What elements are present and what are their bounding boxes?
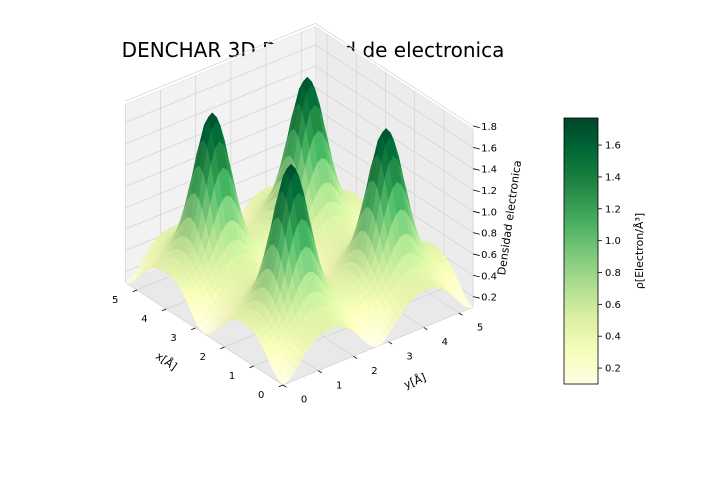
y-tick-mark bbox=[353, 355, 358, 359]
gridline-z bbox=[125, 44, 474, 148]
z-tick-label: 1.6 bbox=[481, 143, 497, 154]
y-tick-mark bbox=[282, 384, 287, 388]
z-tick-label: 1.2 bbox=[481, 186, 497, 197]
y-axis-label: y[Å] bbox=[402, 371, 428, 392]
z-tick-mark bbox=[472, 168, 480, 171]
x-tick-mark bbox=[278, 384, 284, 388]
y-tick-label: 0 bbox=[301, 395, 307, 406]
surface-cell bbox=[279, 378, 288, 386]
x-tick-mark bbox=[132, 289, 138, 293]
z-tick-mark bbox=[472, 210, 480, 214]
x-axis-label: x[Å] bbox=[153, 350, 179, 374]
z-tick-label: 1.8 bbox=[481, 122, 497, 133]
y-tick-label: 3 bbox=[406, 352, 412, 363]
y-tick-mark bbox=[423, 327, 428, 331]
axes-3d: 0 1 2 3 4 5 0 1 2 3 4 5 0.2 0.4 0.6 0.8 1.0 1.2 1.4 1.6 1.8 x… bbox=[112, 23, 524, 406]
x-tick-label: 3 bbox=[170, 333, 176, 344]
z-tick-label: 0.4 bbox=[481, 271, 497, 282]
x-tick-label: 0 bbox=[258, 390, 264, 401]
z-tick-mark bbox=[472, 274, 480, 278]
x-tick-mark bbox=[220, 346, 225, 350]
z-tick-label: 0.6 bbox=[481, 250, 497, 261]
x-tick-label: 5 bbox=[112, 295, 118, 306]
z-tick-label: 1.4 bbox=[481, 165, 497, 176]
y-tick-label: 4 bbox=[442, 337, 448, 348]
colorbar-gradient bbox=[563, 117, 599, 385]
y-tick-label: 1 bbox=[336, 380, 342, 391]
colorbar-tick-label: 0.2 bbox=[605, 364, 621, 375]
y-tick-mark bbox=[317, 370, 322, 374]
x-tick-mark bbox=[191, 327, 196, 331]
x-tick-label: 1 bbox=[229, 371, 235, 382]
y-tick-mark bbox=[388, 341, 393, 345]
gridline-z bbox=[125, 87, 474, 191]
x-tick-mark bbox=[161, 308, 167, 312]
z-axis-label: Densidad electronica bbox=[495, 159, 524, 276]
z-tick-mark bbox=[472, 125, 480, 129]
x-tick-label: 2 bbox=[200, 352, 206, 363]
x-tick-label: 4 bbox=[141, 314, 147, 325]
y-tick-mark bbox=[458, 312, 463, 316]
colorbar-tick-label: 1.6 bbox=[605, 141, 621, 152]
colorbar-tick-label: 1.0 bbox=[605, 236, 621, 247]
y-tick-label: 2 bbox=[371, 366, 377, 377]
gridline-z bbox=[125, 23, 474, 127]
x-tick-mark bbox=[249, 365, 254, 369]
z-tick-mark bbox=[472, 253, 480, 256]
y-tick-label: 5 bbox=[477, 323, 483, 334]
z-tick-mark bbox=[472, 189, 480, 192]
density-surface bbox=[124, 76, 474, 386]
colorbar: 0.2 0.4 0.6 0.8 1.0 1.2 1.4 1.6 ρ[Electron/Å³] bbox=[563, 117, 646, 385]
z-tick-mark bbox=[472, 232, 480, 235]
colorbar-tick-label: 1.4 bbox=[605, 172, 621, 183]
z-tick-label: 0.2 bbox=[481, 293, 497, 304]
colorbar-tick-label: 0.4 bbox=[605, 332, 621, 343]
colorbar-tick-label: 1.2 bbox=[605, 204, 621, 215]
colorbar-tick-label: 0.6 bbox=[605, 300, 621, 311]
colorbar-label: ρ[Electron/Å³] bbox=[633, 213, 646, 289]
z-tick-label: 1.0 bbox=[481, 207, 497, 218]
colorbar-tick-label: 0.8 bbox=[605, 268, 621, 279]
z-tick-mark bbox=[472, 296, 480, 299]
z-tick-label: 0.8 bbox=[481, 229, 497, 240]
z-tick-mark bbox=[472, 146, 480, 150]
gridline-z bbox=[125, 65, 474, 169]
